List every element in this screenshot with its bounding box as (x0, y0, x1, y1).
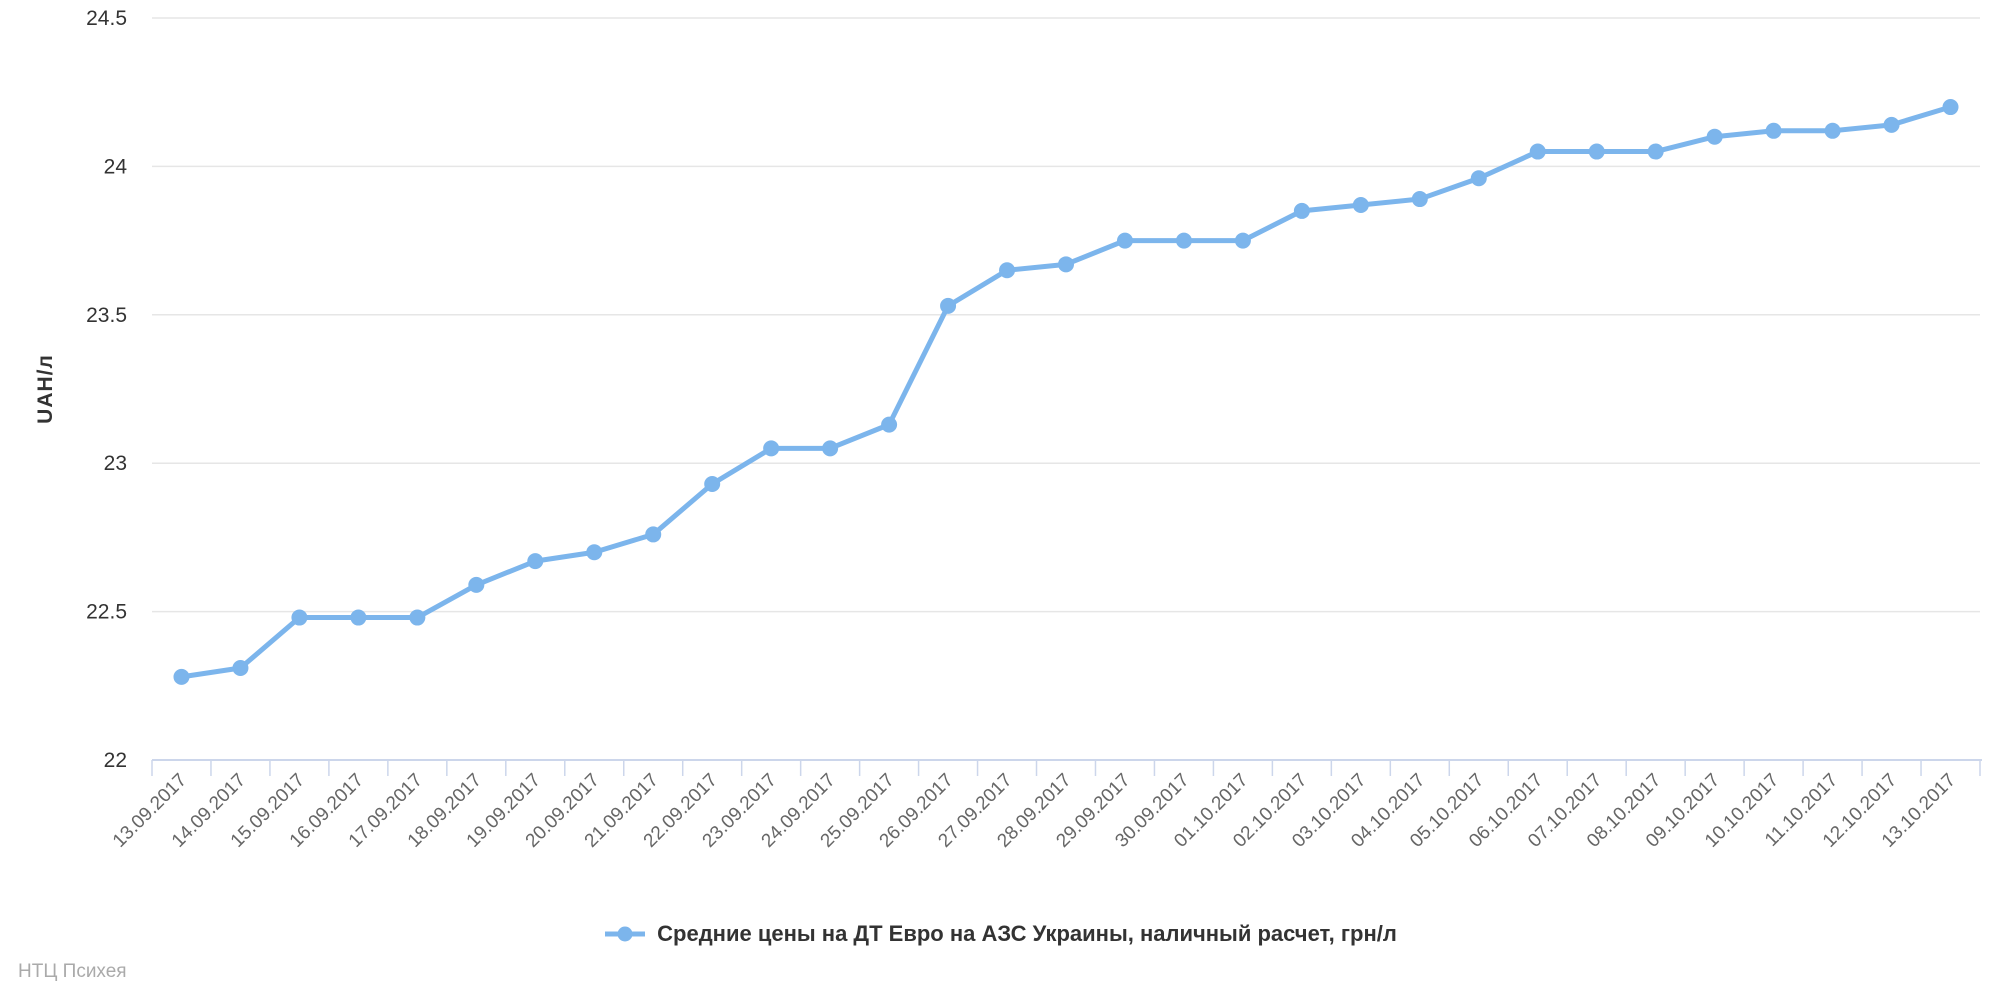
data-point[interactable] (1175, 232, 1192, 249)
data-point[interactable] (1529, 143, 1546, 160)
data-point[interactable] (1824, 122, 1841, 139)
legend-marker-dot (617, 926, 633, 942)
y-tick-label: 23.5 (86, 304, 127, 327)
y-tick-label: 22.5 (86, 601, 127, 624)
data-point[interactable] (999, 262, 1016, 279)
data-point[interactable] (940, 297, 957, 314)
data-point[interactable] (1883, 116, 1900, 133)
data-point[interactable] (1706, 128, 1723, 145)
data-point[interactable] (1470, 170, 1487, 187)
y-tick-label: 23 (104, 452, 127, 475)
data-point[interactable] (1234, 232, 1251, 249)
data-point[interactable] (527, 553, 544, 570)
data-point[interactable] (586, 544, 603, 561)
data-point[interactable] (291, 609, 308, 626)
data-point[interactable] (232, 659, 249, 676)
y-axis-title: UAH/л (34, 354, 57, 424)
data-point[interactable] (1647, 143, 1664, 160)
data-point[interactable] (468, 576, 485, 593)
data-point[interactable] (1352, 196, 1369, 213)
data-point[interactable] (173, 668, 190, 685)
legend-line-dot-icon (605, 926, 646, 942)
data-point[interactable] (822, 440, 839, 457)
data-point[interactable] (1058, 256, 1074, 273)
data-point[interactable] (409, 609, 426, 626)
data-point[interactable] (645, 526, 662, 543)
legend-item[interactable]: Средние цены на ДТ Евро на АЗС Украины, … (0, 921, 2000, 947)
data-point[interactable] (881, 416, 898, 433)
data-point[interactable] (763, 440, 780, 457)
data-point[interactable] (1942, 99, 1959, 116)
data-point[interactable] (350, 609, 367, 626)
data-point[interactable] (1293, 202, 1310, 219)
series-line (178, 104, 1954, 680)
watermark: НТЦ Психея (18, 961, 127, 982)
y-tick-label: 24.5 (86, 7, 127, 30)
data-point[interactable] (704, 475, 721, 492)
legend-label: Средние цены на ДТ Евро на АЗС Украины, … (657, 921, 1397, 946)
data-point[interactable] (1588, 143, 1605, 160)
y-tick-label: 22 (104, 749, 127, 772)
data-point[interactable] (1116, 232, 1133, 249)
data-point[interactable] (1765, 122, 1782, 139)
y-tick-label: 24 (104, 155, 128, 178)
data-point[interactable] (1411, 191, 1428, 208)
